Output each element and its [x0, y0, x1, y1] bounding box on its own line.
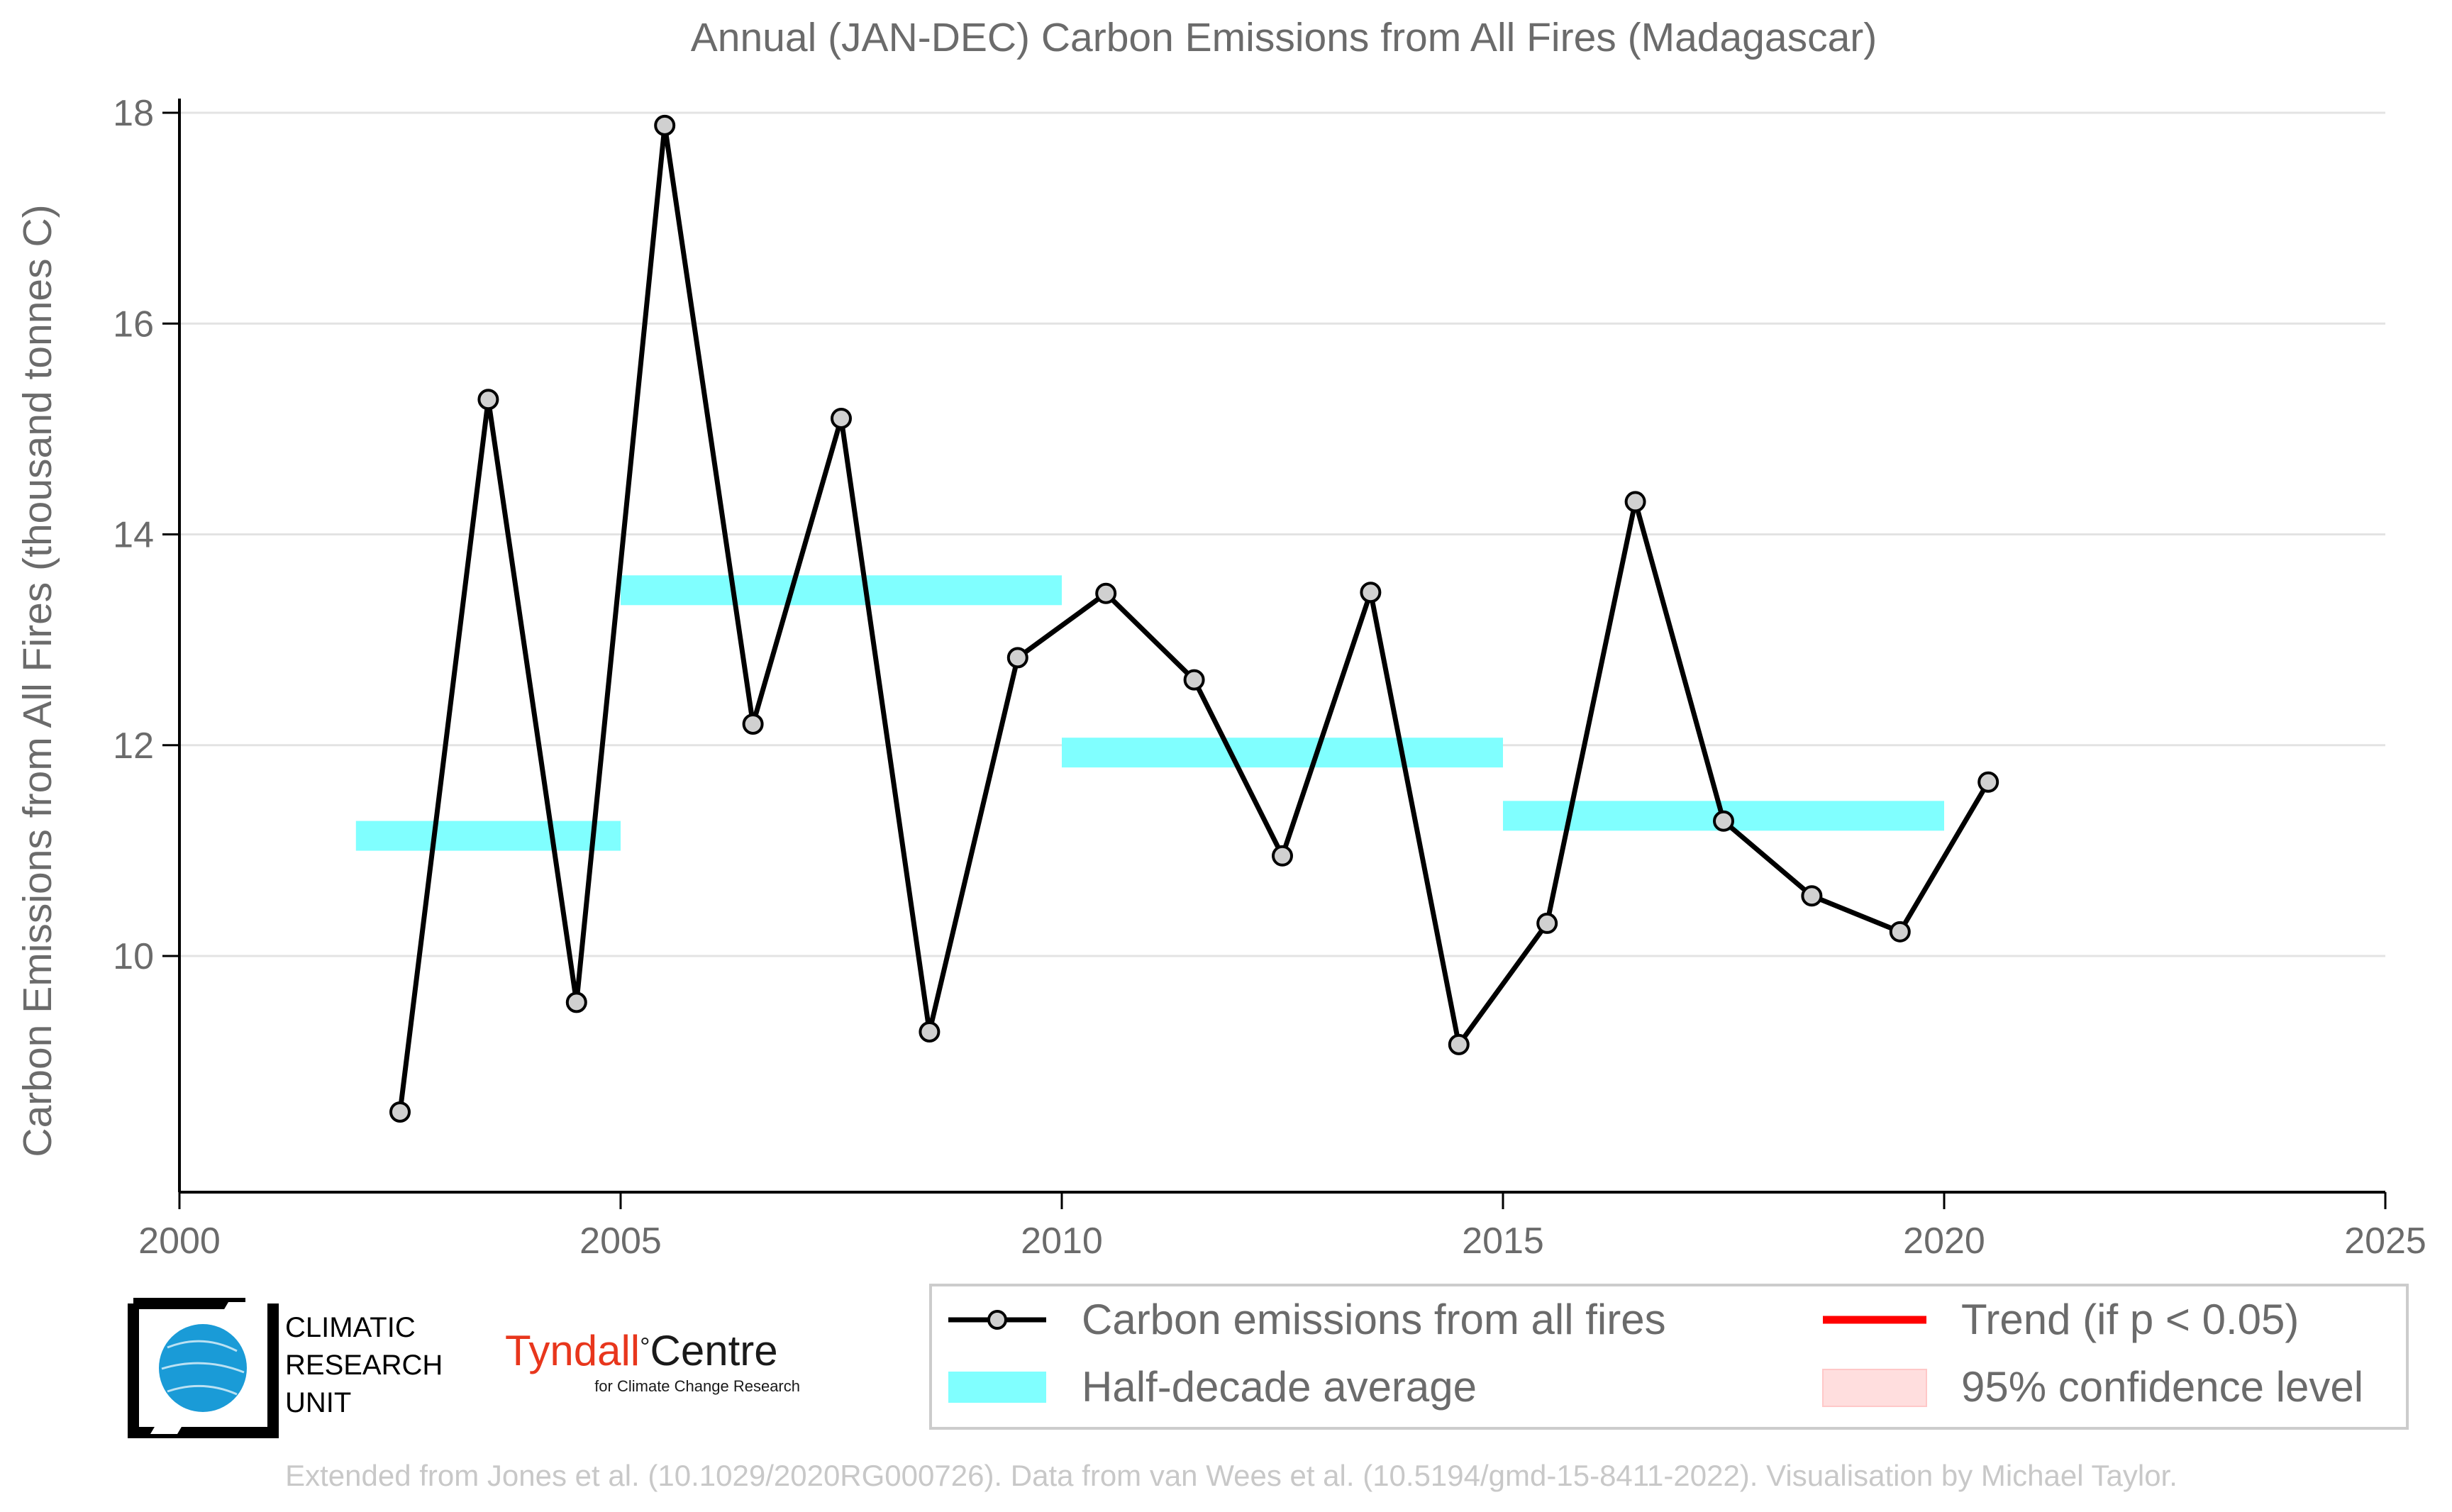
data-point-2014.5	[1448, 1033, 1470, 1055]
data-point-2010.5	[1095, 582, 1117, 604]
data-point-2016.5	[1624, 491, 1646, 513]
data-point-2011.5	[1183, 669, 1205, 691]
data-point-2013.5	[1360, 582, 1382, 604]
data-point-2012.5	[1272, 845, 1293, 867]
tyndall-subtitle: for Climate Change Research	[594, 1377, 800, 1395]
cru-text-line1: CLIMATIC	[285, 1312, 416, 1343]
half-decade-band-0	[355, 821, 621, 851]
legend-marker-icon	[987, 1310, 1007, 1330]
ytick-label-18: 18	[113, 93, 154, 134]
credit-line: Extended from Jones et al. (10.1029/2020…	[285, 1459, 2178, 1492]
data-point-2009.5	[1006, 647, 1028, 669]
legend: Carbon emissions from all fires Half-dec…	[929, 1284, 2409, 1430]
legend-confidence-icon	[1822, 1369, 1927, 1407]
data-point-2017.5	[1713, 810, 1734, 832]
data-point-2020.5	[1977, 771, 1999, 793]
data-point-2019.5	[1889, 921, 1911, 943]
emissions-series	[389, 114, 1999, 1123]
y-axis-label: Carbon Emissions from All Fires (thousan…	[15, 204, 60, 1157]
x-axis: 2000 2005 2010 2015 2020 2025	[138, 99, 2426, 1262]
legend-label-confidence: 95% confidence level	[1961, 1363, 2363, 1411]
tyndall-name-part2: Centre	[650, 1327, 778, 1374]
xtick-label-2010: 2010	[1021, 1221, 1103, 1262]
data-point-2015.5	[1536, 912, 1558, 934]
data-point-2008.5	[919, 1021, 941, 1043]
half-decade-band-2	[1062, 738, 1503, 768]
legend-label-trend: Trend (if p < 0.05)	[1961, 1296, 2299, 1343]
tyndall-name: Tyndall°Centre	[505, 1327, 778, 1374]
tyndall-name-part1: Tyndall	[505, 1327, 640, 1374]
emissions-line	[397, 123, 1991, 1113]
xtick-label-2000: 2000	[138, 1221, 221, 1262]
data-point-2004.5	[565, 991, 587, 1013]
gridlines	[179, 111, 2385, 957]
xtick-label-2025: 2025	[2344, 1221, 2426, 1262]
data-point-2002.5	[389, 1101, 411, 1123]
tyndall-logo: Tyndall°Centre for Climate Change Resear…	[505, 1327, 800, 1395]
legend-band-icon	[948, 1372, 1046, 1403]
ytick-label-12: 12	[113, 726, 154, 767]
ytick-label-14: 14	[113, 515, 154, 556]
half-decade-band-1	[621, 575, 1062, 606]
data-point-2006.5	[742, 713, 764, 735]
tyndall-degree: °	[640, 1332, 650, 1361]
chart-title: Annual (JAN-DEC) Carbon Emissions from A…	[691, 15, 1877, 60]
ytick-label-10: 10	[113, 936, 154, 977]
legend-label-half-decade: Half-decade average	[1082, 1363, 1477, 1411]
xtick-label-2005: 2005	[579, 1221, 662, 1262]
data-point-2018.5	[1801, 885, 1823, 907]
cru-frame-icon	[128, 1298, 279, 1438]
ytick-label-16: 16	[113, 304, 154, 345]
cru-logo: CLIMATIC RESEARCH UNIT	[128, 1298, 443, 1438]
xtick-label-2020: 2020	[1903, 1221, 1985, 1262]
cru-text-line3: UNIT	[285, 1387, 351, 1418]
legend-label-emissions: Carbon emissions from all fires	[1082, 1296, 1666, 1343]
y-axis-ticks: 10 12 14 16 18	[113, 93, 179, 977]
xtick-label-2015: 2015	[1462, 1221, 1544, 1262]
data-point-2005.5	[654, 114, 676, 136]
data-point-2003.5	[477, 389, 499, 411]
cru-text-line2: RESEARCH	[285, 1350, 443, 1381]
half-decade-average-bands	[355, 575, 1944, 851]
data-point-2007.5	[831, 408, 852, 430]
legend-frame	[929, 1284, 2409, 1430]
